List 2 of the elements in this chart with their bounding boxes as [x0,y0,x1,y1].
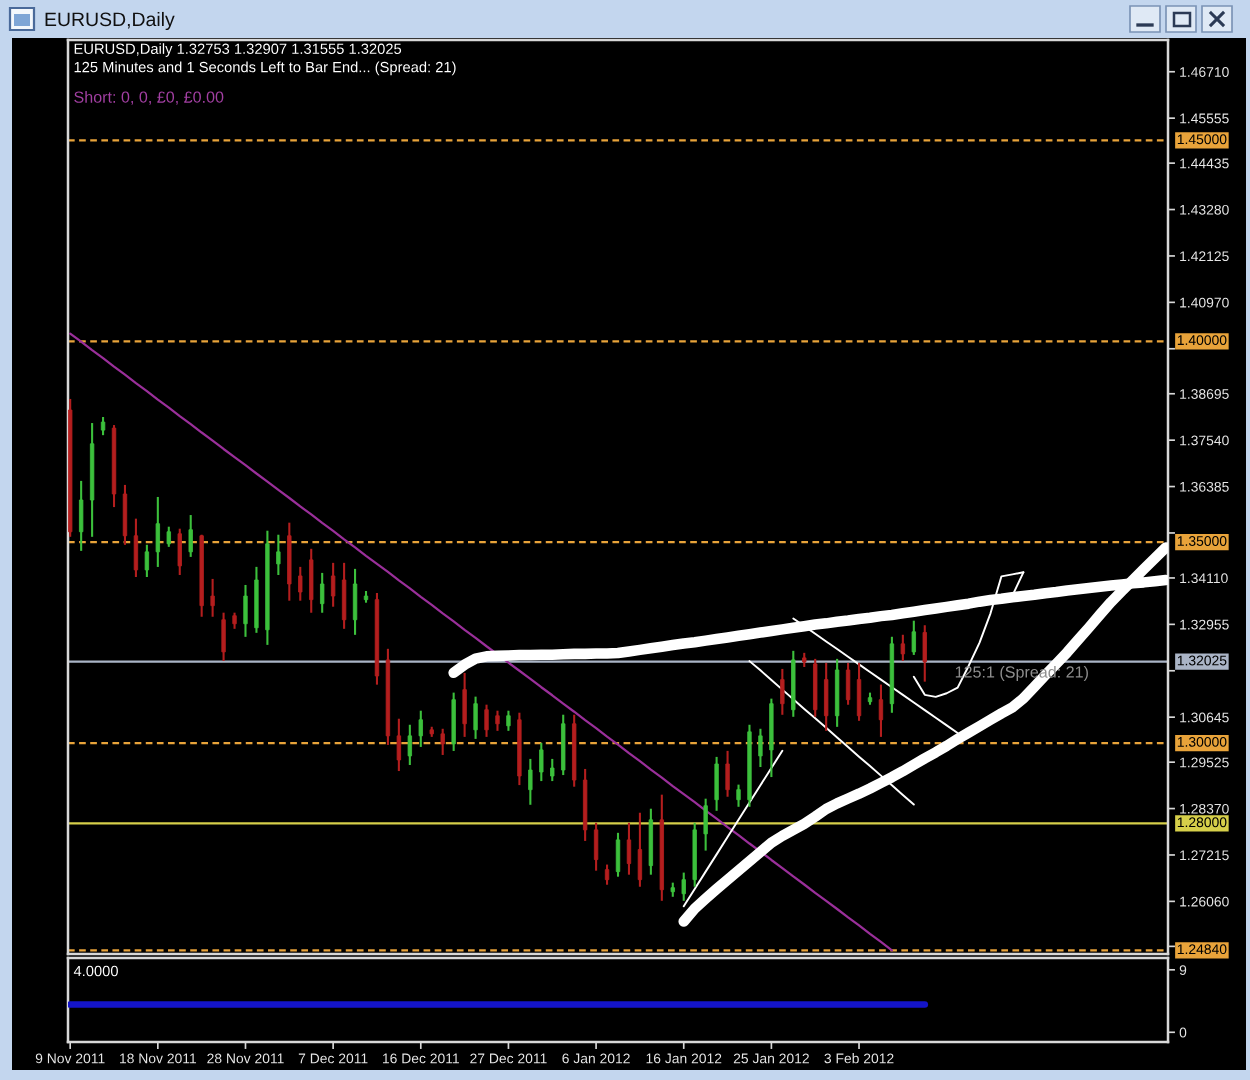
annotation: Short: 0, 0, £0, £0.00 [74,90,224,105]
chart-title: EURUSD,Daily [45,11,175,31]
